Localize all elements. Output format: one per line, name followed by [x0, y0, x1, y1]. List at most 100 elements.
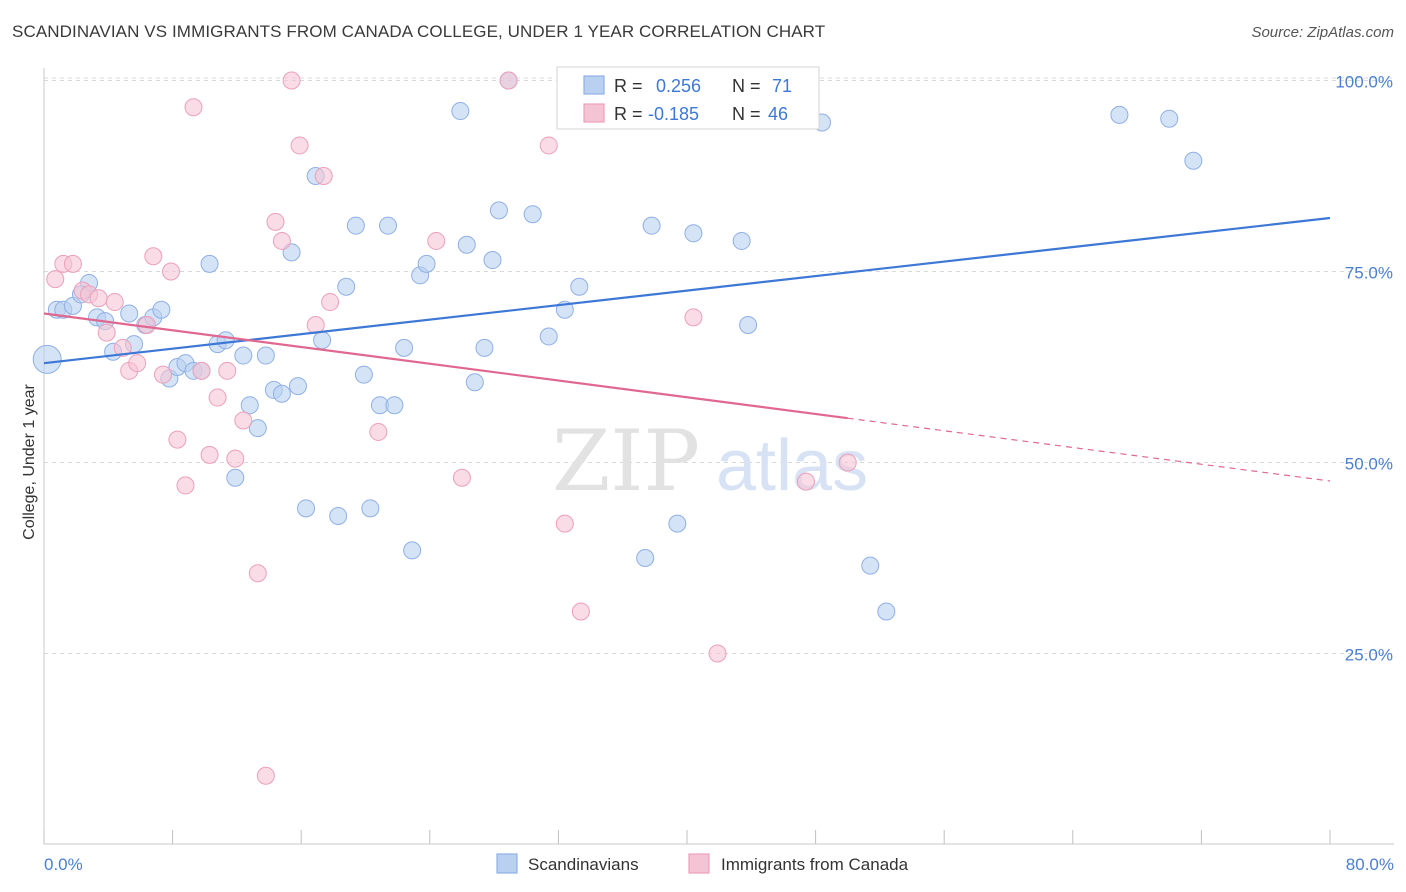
y-tick-label: 100.0%	[1335, 73, 1393, 92]
scandinavians-point	[475, 338, 494, 357]
y-tick-label: 50.0%	[1345, 455, 1393, 474]
immigrants-from-canada-point	[168, 430, 187, 449]
stats-n-value-1: 71	[772, 76, 792, 96]
scandinavians-point	[1184, 151, 1203, 170]
stats-n-value-2: 46	[768, 104, 788, 124]
scandinavians-point	[539, 327, 558, 346]
immigrants-from-canada-point	[266, 212, 285, 231]
scandinavians-point	[379, 216, 398, 235]
immigrants-from-canada-point	[184, 98, 203, 117]
scandinavians-point	[877, 602, 896, 621]
immigrants-from-canada-point	[708, 644, 727, 663]
immigrants-from-canada-point	[290, 136, 309, 155]
scandinavians-point	[403, 541, 422, 560]
immigrants-from-canada-point	[63, 254, 82, 273]
scandinavians-point	[668, 514, 687, 533]
immigrants-from-canada-point	[89, 289, 108, 308]
scandinavians-point	[465, 373, 484, 392]
immigrants-from-canada-point	[539, 136, 558, 155]
scandinavians-point	[282, 243, 301, 262]
immigrants-from-canada-point	[321, 293, 340, 312]
scandinavians-point	[451, 102, 470, 121]
scandinavians-point	[248, 419, 267, 438]
scandinavians-point	[636, 549, 655, 567]
watermark-zip: ZIP	[552, 412, 700, 510]
scandinavians-point	[861, 556, 880, 575]
scandinavians-point	[489, 201, 508, 220]
legend-label-scandinavians: Scandinavians	[528, 855, 639, 874]
scandinavians-point	[457, 235, 476, 254]
immigrants-from-canada-point	[282, 71, 301, 90]
immigrants-from-canada-point	[161, 262, 180, 281]
immigrants-from-canada-point	[248, 564, 267, 583]
immigrants-from-canada-point	[272, 231, 291, 250]
stats-n-label-2: N =	[732, 104, 761, 124]
immigrants-from-canada-point	[113, 338, 132, 357]
scandinavians-point	[732, 231, 751, 250]
immigrants-from-canada-point	[153, 365, 172, 384]
scandinavians-point	[570, 277, 589, 296]
scandinavians-point	[297, 499, 316, 518]
immigrants-from-canada-point	[176, 476, 195, 495]
series-legend: Scandinavians Immigrants from Canada	[496, 853, 909, 874]
legend-label-immigrants-from-canada: Immigrants from Canada	[721, 855, 909, 874]
immigrants-from-canada-point	[571, 602, 590, 621]
scandinavians-point	[216, 331, 235, 350]
scandinavians-point	[1160, 109, 1179, 128]
stats-swatch-blue	[583, 75, 605, 95]
immigrants-from-canada-point	[838, 453, 857, 472]
scandinavians-point	[329, 506, 348, 525]
stats-swatch-pink	[583, 103, 605, 123]
scandinavians-point	[354, 365, 373, 384]
immigrants-from-canada-point	[314, 167, 333, 185]
immigrants-from-canada-point	[234, 411, 253, 430]
immigrants-from-canada-point	[208, 388, 227, 407]
scandinavians-point	[152, 300, 171, 319]
immigrants-from-canada-point	[369, 422, 388, 441]
scandinavians-point	[32, 344, 62, 374]
scandinavians-point	[313, 331, 332, 350]
scandinavians-point	[256, 346, 275, 365]
immigrants-from-canada-point	[226, 449, 245, 468]
x-tick-label-max: 80.0%	[1346, 855, 1394, 874]
immigrants-from-canada-point	[192, 361, 211, 380]
y-tick-labels: 25.0% 50.0% 75.0% 100.0%	[1335, 73, 1393, 665]
scandinavians-point	[395, 338, 414, 357]
immigrants-from-canada-point	[137, 315, 156, 334]
stats-n-label-1: N =	[732, 76, 761, 96]
chart-source: Source: ZipAtlas.com	[1251, 24, 1394, 41]
scandinavians-point	[642, 216, 661, 235]
immigrants-from-canada-point	[128, 354, 147, 373]
scandinavians-point	[226, 468, 245, 487]
stats-r-value-1: 0.256	[656, 76, 701, 96]
immigrants-from-canada-point	[97, 323, 116, 342]
scandinavians-point	[417, 254, 436, 273]
immigrants-from-canada-point	[256, 766, 275, 785]
legend-swatch-immigrants-from-canada	[688, 853, 710, 874]
scandinavians-trend-line	[43, 216, 1331, 365]
immigrants-from-canada-point	[218, 361, 237, 380]
data-points	[32, 71, 1203, 785]
y-tick-label: 75.0%	[1345, 264, 1393, 283]
stats-r-label-2: R =	[614, 104, 643, 124]
immigrants-from-canada-point	[796, 472, 815, 491]
immigrants-from-canada-point	[499, 71, 518, 90]
scandinavians-point	[523, 205, 542, 224]
scandinavians-point	[361, 499, 380, 518]
x-tick-label-min: 0.0%	[44, 855, 83, 874]
immigrants-from-canada-trend-line	[43, 312, 848, 420]
y-tick-label: 25.0%	[1345, 646, 1393, 665]
immigrants-from-canada-point	[144, 247, 163, 266]
immigrants-from-canada-trend-extension	[847, 417, 1331, 482]
scandinavians-point	[684, 224, 703, 243]
scandinavians-point	[385, 396, 404, 415]
immigrants-from-canada-point	[684, 308, 703, 327]
stats-r-value-2: -0.185	[648, 104, 699, 124]
trend-lines	[43, 216, 1331, 482]
scandinavians-point	[200, 254, 219, 273]
scandinavians-point	[272, 384, 291, 403]
axes	[43, 68, 1394, 845]
watermark: ZIP atlas	[552, 412, 868, 510]
immigrants-from-canada-point	[452, 468, 471, 487]
